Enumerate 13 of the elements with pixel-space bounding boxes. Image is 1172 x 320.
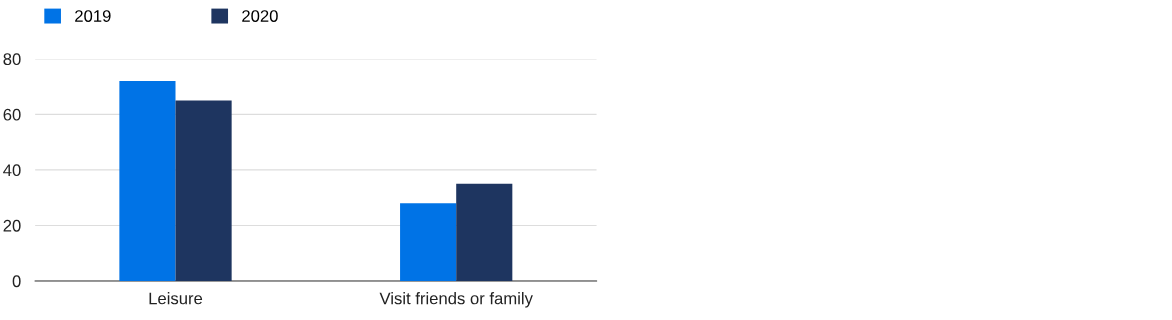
x-tick-label: Visit friends or family [379, 292, 533, 308]
y-tick-label: 0 [12, 275, 21, 288]
y-tick-label: 20 [3, 219, 21, 232]
bar [456, 183, 513, 281]
x-tick-label: Leisure [149, 292, 203, 305]
bar [400, 203, 457, 281]
bar [175, 100, 232, 281]
bar [119, 81, 176, 281]
y-tick-label: 80 [3, 53, 21, 66]
legend-label: 2019 [75, 10, 111, 22]
legend-label: 2020 [242, 10, 278, 22]
y-tick-label: 60 [3, 108, 21, 121]
y-tick-label: 40 [3, 164, 21, 177]
